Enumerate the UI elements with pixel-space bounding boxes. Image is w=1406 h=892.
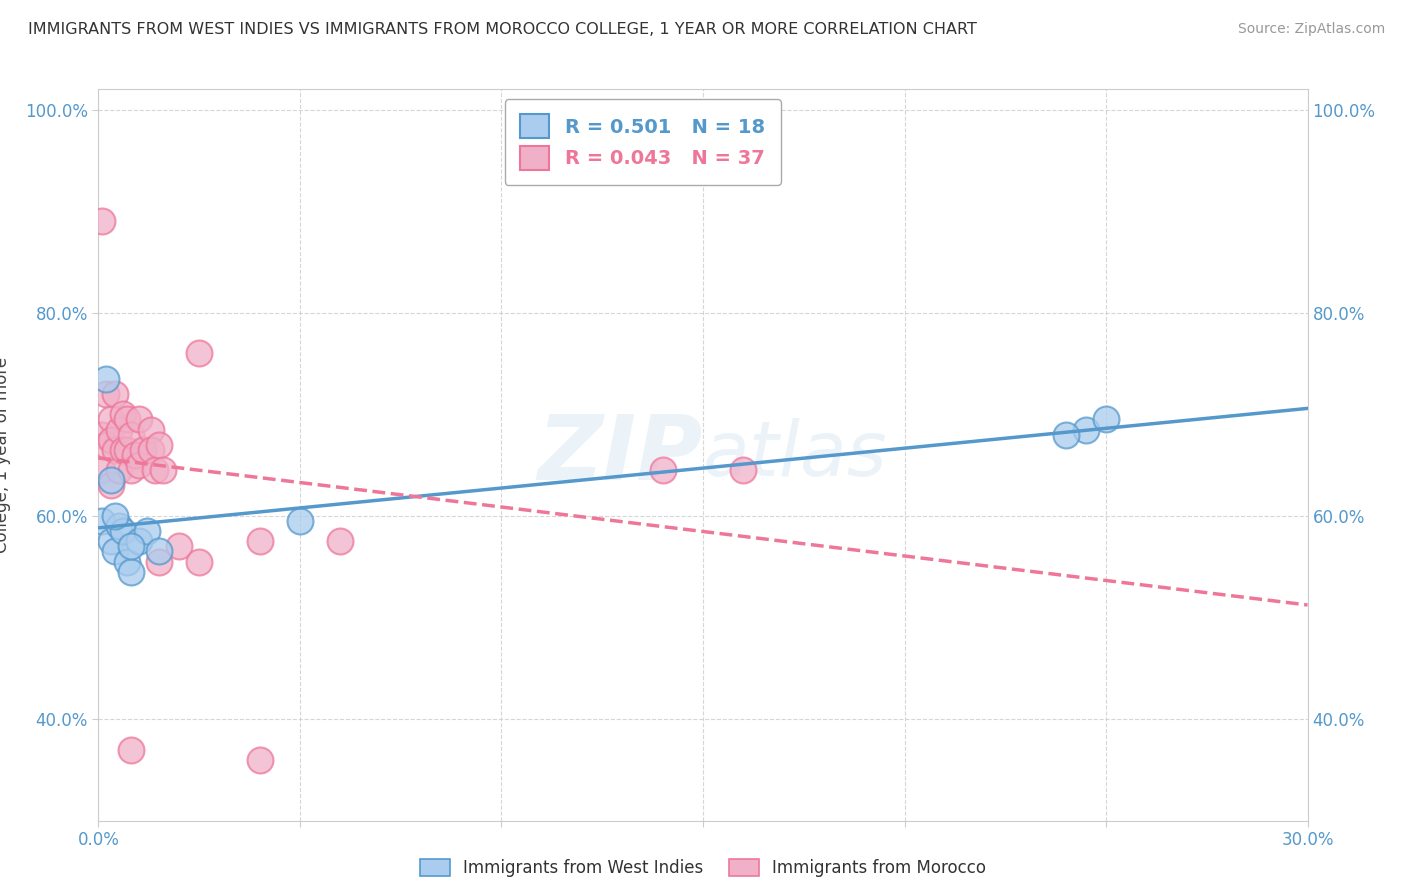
Point bbox=[107, 463, 129, 477]
Text: Source: ZipAtlas.com: Source: ZipAtlas.com bbox=[1237, 22, 1385, 37]
Point bbox=[120, 427, 142, 442]
Point bbox=[115, 555, 138, 569]
Point bbox=[107, 423, 129, 437]
Point bbox=[100, 478, 122, 492]
Point bbox=[107, 519, 129, 533]
Point bbox=[91, 463, 114, 477]
Point bbox=[139, 423, 162, 437]
Point bbox=[103, 544, 125, 558]
Point bbox=[100, 473, 122, 487]
Point bbox=[188, 555, 211, 569]
Point bbox=[152, 463, 174, 477]
Point bbox=[148, 544, 170, 558]
Text: ZIP: ZIP bbox=[537, 411, 703, 499]
Point bbox=[91, 427, 114, 442]
Point bbox=[249, 753, 271, 767]
Point bbox=[120, 565, 142, 579]
Point bbox=[139, 442, 162, 457]
Point bbox=[124, 448, 146, 462]
Point bbox=[96, 387, 118, 401]
Point bbox=[100, 412, 122, 426]
Legend: R = 0.501   N = 18, R = 0.043   N = 37: R = 0.501 N = 18, R = 0.043 N = 37 bbox=[505, 99, 780, 186]
Point bbox=[103, 387, 125, 401]
Point bbox=[96, 372, 118, 386]
Point bbox=[111, 407, 134, 421]
Point bbox=[100, 433, 122, 447]
Point bbox=[143, 463, 166, 477]
Point bbox=[148, 438, 170, 452]
Point bbox=[120, 742, 142, 756]
Point bbox=[111, 442, 134, 457]
Point bbox=[128, 412, 150, 426]
Point bbox=[100, 534, 122, 549]
Point bbox=[1054, 427, 1077, 442]
Point bbox=[249, 534, 271, 549]
Point bbox=[733, 463, 755, 477]
Point bbox=[135, 524, 157, 538]
Point bbox=[1074, 423, 1097, 437]
Point bbox=[167, 539, 190, 553]
Text: IMMIGRANTS FROM WEST INDIES VS IMMIGRANTS FROM MOROCCO COLLEGE, 1 YEAR OR MORE C: IMMIGRANTS FROM WEST INDIES VS IMMIGRANT… bbox=[28, 22, 977, 37]
Point bbox=[111, 524, 134, 538]
Y-axis label: College, 1 year or more: College, 1 year or more bbox=[0, 357, 11, 553]
Point bbox=[128, 534, 150, 549]
Point bbox=[132, 442, 155, 457]
Legend: Immigrants from West Indies, Immigrants from Morocco: Immigrants from West Indies, Immigrants … bbox=[413, 852, 993, 884]
Point bbox=[115, 412, 138, 426]
Text: atlas: atlas bbox=[703, 418, 887, 491]
Point bbox=[103, 442, 125, 457]
Point bbox=[651, 463, 673, 477]
Point bbox=[120, 463, 142, 477]
Point bbox=[329, 534, 352, 549]
Point bbox=[91, 514, 114, 528]
Point bbox=[288, 514, 311, 528]
Point bbox=[1095, 412, 1118, 426]
Point bbox=[128, 458, 150, 472]
Point bbox=[120, 539, 142, 553]
Point bbox=[115, 442, 138, 457]
Point bbox=[103, 508, 125, 523]
Point bbox=[91, 214, 114, 228]
Point bbox=[188, 346, 211, 360]
Point bbox=[148, 555, 170, 569]
Point bbox=[96, 438, 118, 452]
